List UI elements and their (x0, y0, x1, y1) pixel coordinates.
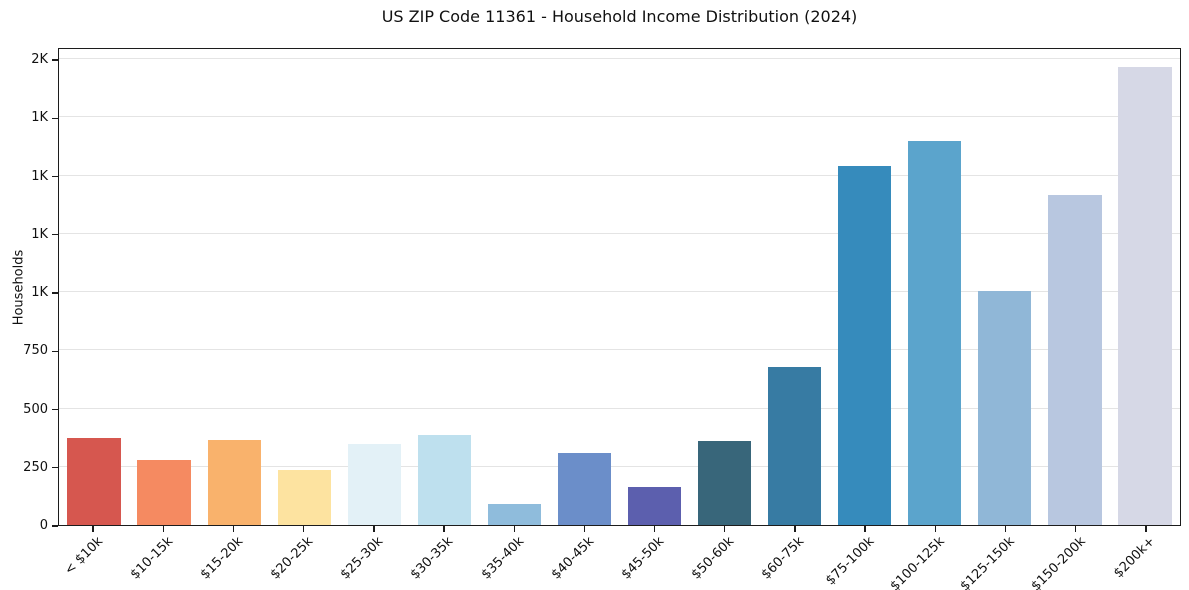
bar-slot (1110, 49, 1180, 525)
bar-slot (549, 49, 619, 525)
x-tick-mark (653, 526, 656, 532)
x-tick-mark (232, 526, 235, 532)
y-tick-mark (52, 234, 58, 236)
gridline-1250 (59, 232, 1180, 234)
y-tick-mark (52, 467, 58, 469)
x-tick-mark (302, 526, 305, 532)
x-tick-mark (513, 526, 515, 532)
gridline-750 (59, 349, 1180, 351)
y-tick-label: 1K (31, 226, 48, 242)
gridline-250 (59, 465, 1180, 467)
bar-slot (409, 49, 479, 525)
y-tick-label: 250 (23, 459, 48, 475)
bar-slot (199, 49, 269, 525)
x-tick-mark (443, 526, 445, 532)
y-tick-label: 1K (31, 110, 48, 126)
bar-slot (1040, 49, 1110, 525)
y-tick-label: 2K (31, 52, 48, 67)
gridline-500 (59, 407, 1180, 409)
bar-25-30k (347, 443, 401, 525)
bar-35-40k (487, 503, 542, 525)
x-tick-mark (1075, 526, 1077, 532)
bar-slot (760, 49, 830, 525)
x-tick-mark (583, 526, 586, 532)
bar-40-45k (557, 452, 612, 525)
bar-slot (59, 49, 129, 525)
plot-area (58, 48, 1181, 526)
gridline-1000 (59, 291, 1180, 292)
bar-slot (339, 49, 409, 525)
chart-title: US ZIP Code 11361 - Household Income Dis… (381, 7, 858, 26)
bar-10k (67, 437, 121, 525)
bar-100-125k (908, 140, 962, 525)
x-tick-mark (864, 526, 866, 532)
y-tick-label: 0 (39, 518, 48, 533)
y-tick-label: 1K (31, 168, 48, 184)
x-tick-mark (1004, 526, 1007, 532)
x-tick-mark (1145, 526, 1147, 532)
bar-slot (129, 49, 199, 525)
y-tick-mark (52, 408, 58, 411)
x-tick-mark (724, 526, 726, 532)
bars-container (59, 49, 1180, 525)
y-tick-label: 500 (23, 401, 48, 417)
bar-slot (690, 49, 760, 525)
y-tick-mark (52, 350, 58, 352)
bar-30-35k (417, 435, 471, 525)
y-tick-mark (52, 292, 58, 294)
bar-50-60k (697, 441, 752, 525)
y-tick-mark (52, 59, 58, 61)
bar-125-150k (978, 290, 1032, 525)
gridline-1500 (59, 174, 1180, 176)
x-tick-mark (92, 526, 94, 532)
bar-60-75k (768, 367, 822, 525)
bar-20-25k (277, 470, 331, 525)
bar-150-200k (1048, 195, 1102, 525)
bar-200k (1118, 67, 1172, 525)
x-tick-mark (794, 526, 796, 532)
x-tick-mark (373, 526, 375, 532)
y-tick-label: 1K (31, 285, 48, 300)
bar-slot (620, 49, 690, 525)
x-tick-mark (934, 526, 937, 532)
x-tick-mark (162, 526, 164, 532)
bar-slot (970, 49, 1040, 525)
bar-slot (269, 49, 339, 525)
bar-slot (479, 49, 549, 525)
y-tick-mark (52, 525, 58, 527)
bar-75-100k (838, 166, 892, 525)
y-tick-mark (52, 175, 58, 178)
gridline-2000 (59, 58, 1180, 59)
bar-10-15k (137, 459, 191, 525)
gridline-1750 (59, 116, 1180, 118)
y-tick-label: 750 (23, 343, 48, 359)
bar-45-50k (627, 486, 682, 525)
bar-15-20k (207, 439, 261, 525)
bar-slot (900, 49, 970, 525)
y-tick-mark (52, 117, 58, 119)
bar-slot (830, 49, 900, 525)
